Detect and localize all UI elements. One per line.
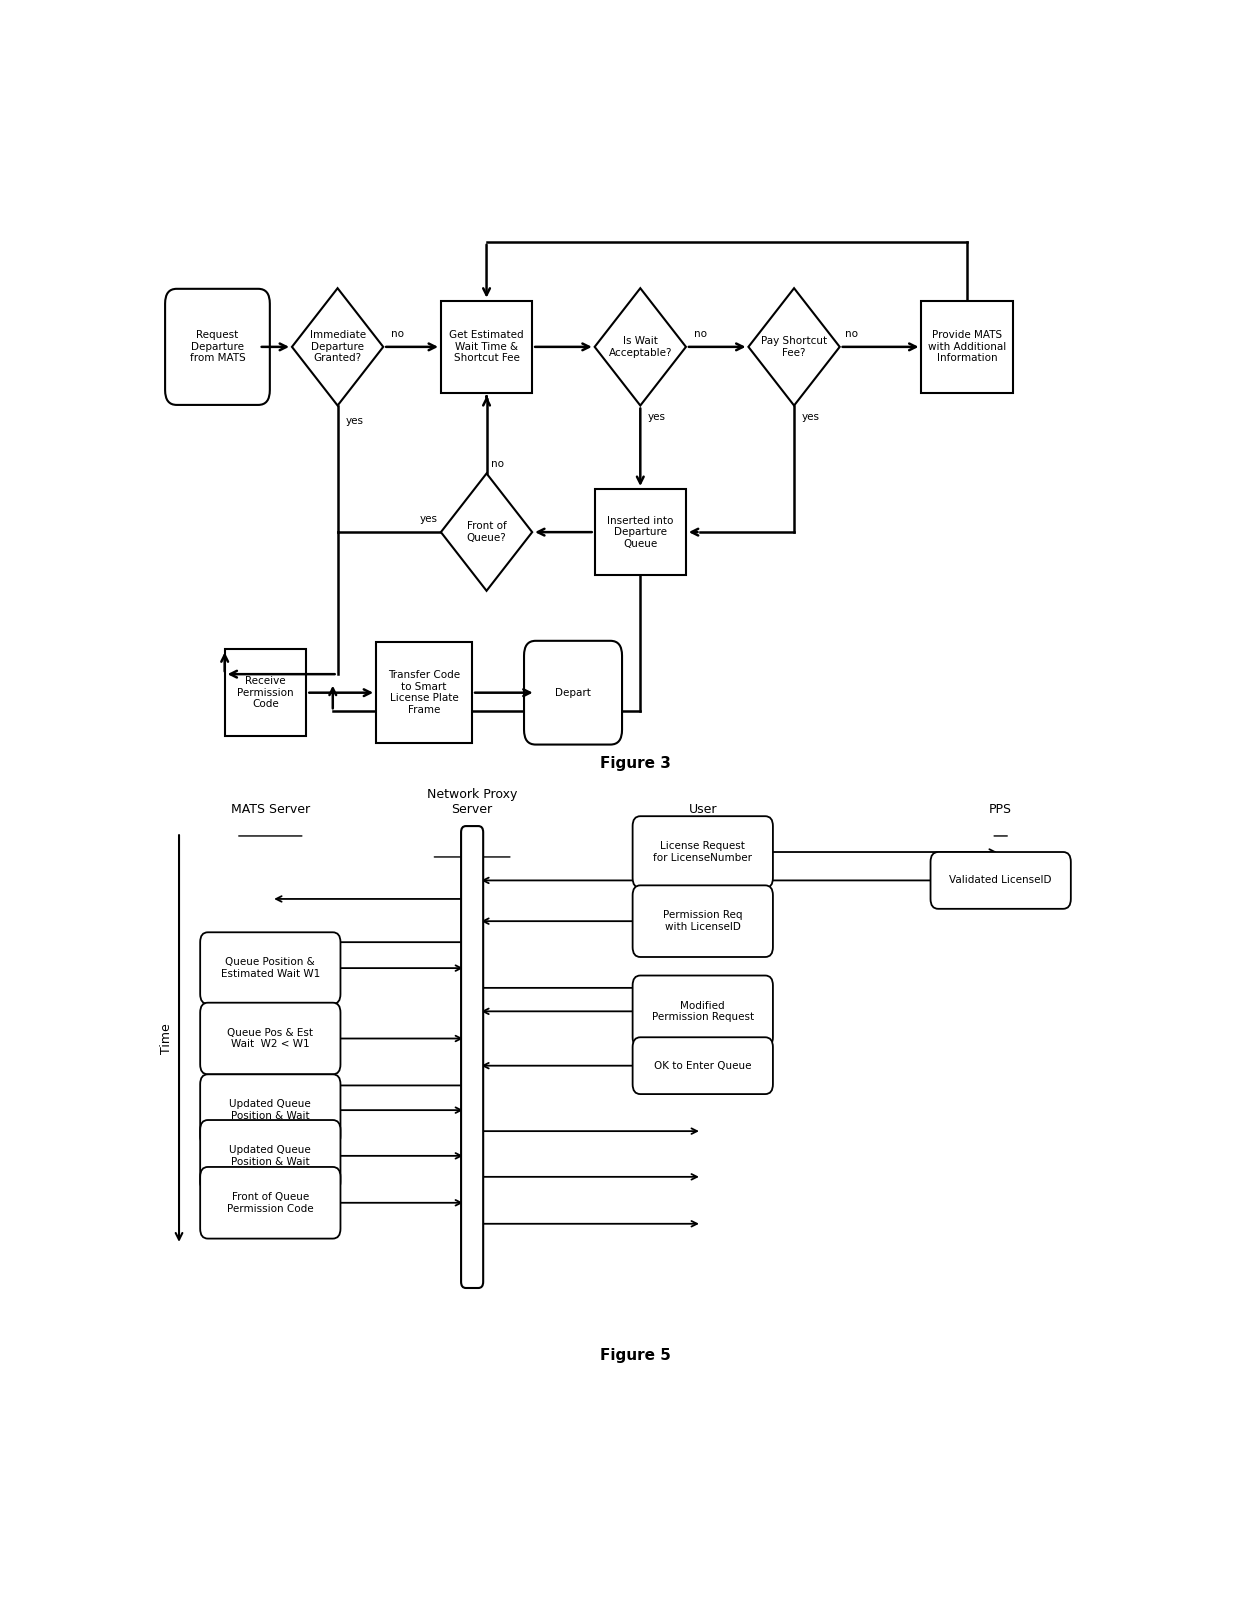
FancyBboxPatch shape [632,975,773,1047]
Text: Updated Queue
Position & Wait: Updated Queue Position & Wait [229,1145,311,1166]
Bar [595,489,686,576]
Text: yes: yes [649,412,666,422]
FancyBboxPatch shape [200,1168,341,1238]
Text: License Request
for LicenseNumber: License Request for LicenseNumber [653,840,753,863]
Text: Pay Shortcut
Fee?: Pay Shortcut Fee? [761,337,827,358]
FancyBboxPatch shape [632,1038,773,1094]
Text: no: no [693,329,707,338]
Text: Depart: Depart [556,688,591,698]
Text: PPS: PPS [990,804,1012,816]
Bar [921,300,1013,393]
Text: Transfer Code
to Smart
License Plate
Frame: Transfer Code to Smart License Plate Fra… [388,670,460,715]
FancyBboxPatch shape [165,289,270,404]
Text: User: User [688,804,717,816]
FancyBboxPatch shape [200,1002,341,1075]
Text: Queue Position &
Estimated Wait W1: Queue Position & Estimated Wait W1 [221,958,320,978]
Text: Time: Time [160,1023,174,1054]
Polygon shape [749,289,839,406]
Text: Is Wait
Acceptable?: Is Wait Acceptable? [609,337,672,358]
Text: Updated Queue
Position & Wait: Updated Queue Position & Wait [229,1099,311,1121]
Polygon shape [291,289,383,406]
Text: OK to Enter Queue: OK to Enter Queue [653,1060,751,1071]
Bar [441,300,532,393]
Text: yes: yes [802,412,820,422]
Text: yes: yes [420,515,438,525]
Text: Front of Queue
Permission Code: Front of Queue Permission Code [227,1192,314,1214]
Polygon shape [441,473,532,590]
Text: Receive
Permission
Code: Receive Permission Code [237,677,294,709]
Text: yes: yes [345,415,363,427]
FancyBboxPatch shape [525,642,622,744]
Text: Permission Req
with LicenseID: Permission Req with LicenseID [663,911,743,932]
FancyBboxPatch shape [200,1120,341,1192]
Text: Immediate
Departure
Granted?: Immediate Departure Granted? [310,330,366,364]
Text: Queue Pos & Est
Wait  W2 < W1: Queue Pos & Est Wait W2 < W1 [227,1028,314,1049]
Text: Inserted into
Departure
Queue: Inserted into Departure Queue [608,515,673,549]
Text: Front of
Queue?: Front of Queue? [466,521,506,542]
Polygon shape [595,289,686,406]
FancyBboxPatch shape [200,1075,341,1145]
Text: Get Estimated
Wait Time &
Shortcut Fee: Get Estimated Wait Time & Shortcut Fee [449,330,523,364]
Text: MATS Server: MATS Server [231,804,310,816]
Text: Modified
Permission Request: Modified Permission Request [652,1001,754,1022]
Text: no: no [391,329,404,338]
Text: no: no [491,459,505,470]
FancyBboxPatch shape [632,885,773,958]
FancyBboxPatch shape [200,932,341,1004]
Text: Provide MATS
with Additional
Information: Provide MATS with Additional Information [928,330,1006,364]
Text: Figure 5: Figure 5 [600,1349,671,1363]
Text: no: no [844,329,858,338]
Text: Figure 3: Figure 3 [600,755,671,770]
FancyBboxPatch shape [632,816,773,889]
FancyBboxPatch shape [930,852,1071,909]
FancyBboxPatch shape [461,826,484,1288]
Text: Network Proxy
Server: Network Proxy Server [427,788,517,816]
Bar [376,642,472,743]
Bar [224,650,306,736]
Text: Validated LicenseID: Validated LicenseID [950,876,1052,885]
Text: Request
Departure
from MATS: Request Departure from MATS [190,330,246,364]
